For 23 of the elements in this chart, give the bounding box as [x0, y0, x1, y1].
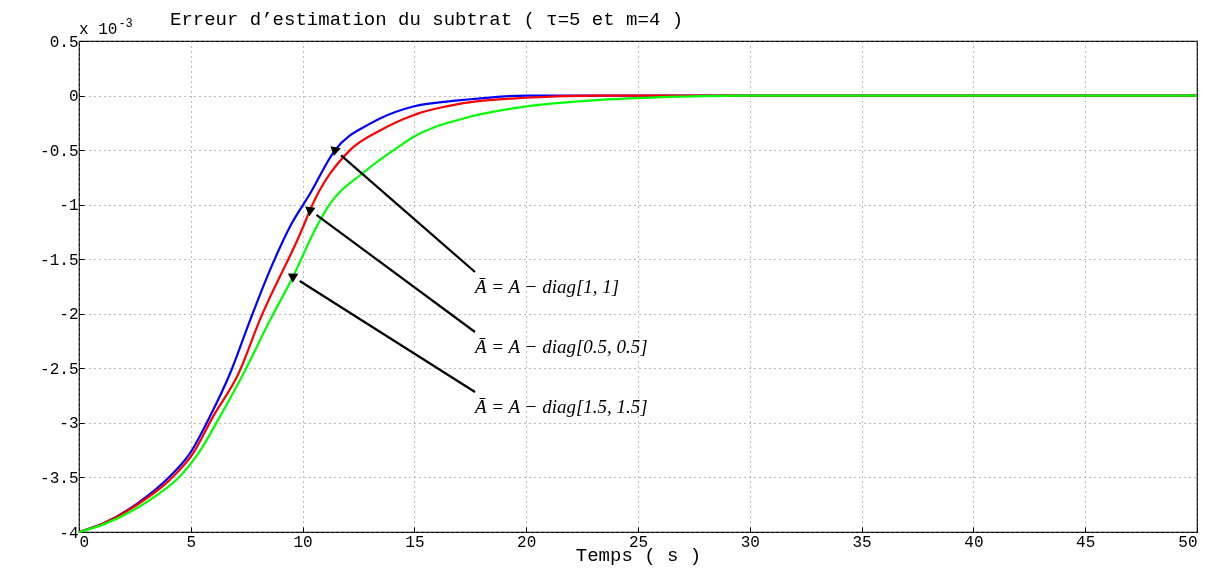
annotation: Ā = A − diag[1.5, 1.5] — [473, 396, 648, 417]
y-tick-label: -3 — [59, 415, 79, 434]
x-tick-label: 50 — [1178, 533, 1198, 552]
x-tick-label: 30 — [740, 533, 760, 552]
y-tick-label: -3.5 — [40, 469, 79, 488]
y-tick-label: -1.5 — [40, 251, 79, 270]
y-tick-label: 0 — [68, 88, 79, 107]
x-tick-label: 40 — [964, 533, 984, 552]
y-tick-label: -2 — [59, 306, 79, 325]
annotation: Ā = A − diag[0.5, 0.5] — [473, 336, 648, 357]
x-tick-label: 15 — [405, 533, 425, 552]
x-tick-label: 10 — [293, 533, 313, 552]
x-tick-label: 5 — [186, 533, 197, 552]
x-tick-label: 45 — [1076, 533, 1096, 552]
y-tick-label: -1 — [59, 197, 79, 216]
chart-title: Erreur d’estimation du subtrat ( τ=5 et m=4 ) — [170, 9, 684, 31]
y-tick-label: -0.5 — [40, 142, 79, 161]
y-tick-label: -2.5 — [40, 360, 79, 379]
y-tick-label: -4 — [59, 524, 79, 543]
x-tick-label: 35 — [852, 533, 872, 552]
x-tick-label: 20 — [517, 533, 537, 552]
y-tick-label: 0.5 — [49, 33, 79, 52]
annotation: Ā = A − diag[1, 1] — [473, 276, 620, 297]
